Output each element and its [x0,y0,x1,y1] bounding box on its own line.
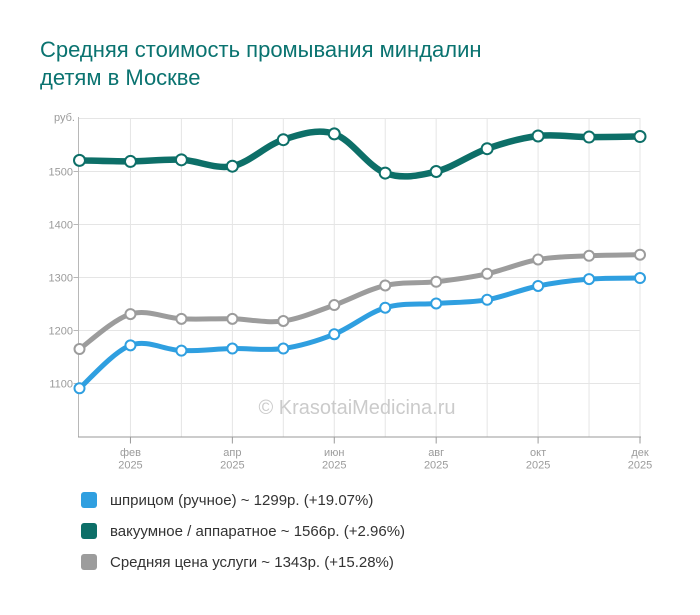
data-point [175,312,188,325]
x-axis-year-label: 2025 [628,460,652,472]
x-axis-year-label: 2025 [322,460,346,472]
x-axis-month-label: окт [530,447,546,459]
data-point [532,279,545,292]
data-point [124,308,137,321]
x-axis-year-label: 2025 [220,460,244,472]
y-axis-tick-label: 1500 [49,167,73,179]
series-line-1 [76,128,644,180]
data-point [532,253,545,266]
data-point [583,249,596,262]
data-point [481,267,494,280]
data-point [328,328,341,341]
legend-label: Средняя цена услуги ~ 1343р. (+15.28%) [110,553,394,571]
data-point [277,342,290,355]
legend-label: шприцом (ручное) ~ 1299р. (+19.07%) [110,491,374,509]
y-axis-tick-label: 1100 [49,379,73,391]
legend-swatch-icon [81,523,97,539]
legend-swatch-icon [81,492,97,508]
x-axis-month-label: апр [223,447,241,459]
page-title-line-1: Средняя стоимость промывания миндалин [40,37,482,62]
data-point [379,301,392,314]
y-axis-tick-label: 1400 [49,220,73,232]
x-axis-year-label: 2025 [118,460,142,472]
data-point [73,343,86,356]
legend-swatch-icon [81,554,97,570]
x-axis-year-label: 2025 [424,460,448,472]
data-point [430,275,443,288]
data-point [531,129,545,143]
data-point [327,127,341,141]
price-trend-chart: 11001200130014001500руб.фев2025апр2025ию… [49,112,653,472]
data-point [429,165,443,178]
x-axis-month-label: авг [428,447,444,459]
data-point [582,130,596,144]
data-point [226,342,239,355]
x-axis-month-label: дек [631,447,649,459]
data-point [276,133,290,147]
data-point [633,130,647,144]
data-point [124,339,137,352]
legend-item-vacuum-apparatus[interactable]: вакуумное / аппаратное ~ 1566р. (+2.96%) [81,522,406,540]
data-point [379,279,392,292]
data-point [634,272,646,285]
data-point [378,166,392,180]
data-point [583,273,596,286]
data-point [226,312,239,325]
y-axis-tick-label: 1200 [49,326,73,338]
data-point [430,297,443,310]
legend-item-average-price[interactable]: Средняя цена услуги ~ 1343р. (+15.28%) [81,553,405,571]
data-point [277,314,290,327]
data-point [175,344,188,357]
x-axis-year-label: 2025 [526,460,550,472]
x-axis-month-label: июн [324,447,344,459]
data-point [481,293,494,306]
legend-label: вакуумное / аппаратное ~ 1566р. (+2.96%) [110,522,406,540]
watermark: © KrasotaiMedicina.ru [258,397,455,419]
page-title-line-2: детям в Москве [40,65,201,90]
chart-legend: шприцом (ручное) ~ 1299р. (+19.07%) ваку… [81,492,405,585]
data-point [123,154,137,168]
y-axis-tick-label: 1300 [49,273,73,285]
data-point [225,159,239,173]
data-point [73,153,86,167]
legend-item-syringe-manual[interactable]: шприцом (ручное) ~ 1299р. (+19.07%) [81,491,405,509]
data-point [73,382,86,395]
data-point [480,142,494,156]
y-axis-unit-label: руб. [54,112,75,124]
page-title: Средняя стоимость промывания миндалин де… [40,36,660,92]
data-point [328,299,341,312]
series-line-2 [77,252,643,352]
data-point [634,248,646,261]
data-point [174,153,188,167]
x-axis-month-label: фев [120,447,141,459]
